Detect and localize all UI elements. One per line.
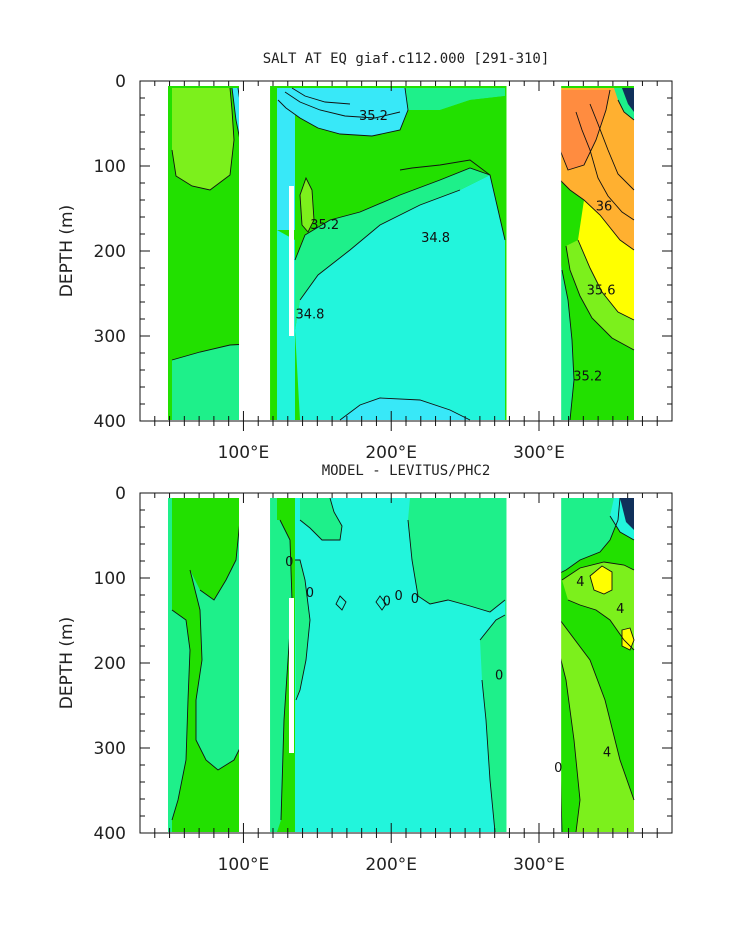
salinity-axes: 100°E 200°E 300°E 0 100 200 300 400 [94,72,672,463]
salinity-land-mask [239,82,271,421]
difference-y-tick-label: 0 [115,484,126,504]
difference-land-mask [506,494,562,833]
difference-x-tick-label: 200°E [365,855,417,875]
salinity-panel: SALT AT EQ giaf.c112.000 [291-310] [57,51,673,463]
salinity-contour-labels: 35.2 35.2 34.8 34.8 36 35.6 35.2 [295,109,615,384]
salinity-field [168,86,635,421]
difference-contour-label: 0 [394,589,402,604]
difference-contour-label: 4 [616,602,624,617]
salinity-y-tick-label: 300 [94,327,126,347]
salinity-contour-label: 35.6 [587,283,616,298]
difference-y-tick-label: 300 [94,739,126,759]
difference-contour-label: 4 [603,746,611,761]
difference-field [168,497,635,833]
salinity-y-tick-label: 100 [94,157,126,177]
difference-land-mask [239,494,271,833]
difference-contour-label: 0 [285,555,293,570]
salinity-y-tick-label: 400 [94,412,126,432]
salinity-contour-label: 34.8 [421,231,450,246]
difference-contour-label: 0 [411,592,419,607]
difference-x-tick-label: 300°E [513,855,565,875]
salinity-contour-label: 35.2 [359,109,388,124]
difference-ylabel: DEPTH (m) [57,617,77,709]
salinity-land-masks [140,82,672,421]
difference-contour-label: 0 [306,586,314,601]
salinity-x-tick-label: 300°E [513,443,565,463]
difference-y-tick-label: 100 [94,569,126,589]
salinity-contour-label: 35.2 [573,369,602,384]
difference-panel: MODEL - LEVITUS/PHC2 [57,463,673,875]
salinity-ylabel: DEPTH (m) [57,205,77,297]
salinity-y-tick-label: 200 [94,242,126,262]
difference-contour-label: 0 [495,668,503,683]
salinity-y-tick-label: 0 [115,72,126,92]
difference-y-tick-label: 200 [94,654,126,674]
salinity-contour-label: 36 [596,199,613,214]
difference-x-tick-label: 100°E [218,855,270,875]
salinity-land-mask [506,82,562,421]
difference-contour-label: 0 [383,594,391,609]
salinity-x-tick-label: 100°E [218,443,270,463]
difference-contour-label: 4 [576,575,584,590]
difference-y-tick-label: 400 [94,824,126,844]
salinity-contour-label: 34.8 [295,307,324,322]
difference-contour-label: 0 [554,761,562,776]
salinity-panel-title: SALT AT EQ giaf.c112.000 [291-310] [263,51,550,67]
salinity-x-tick-label: 200°E [365,443,417,463]
difference-panel-title: MODEL - LEVITUS/PHC2 [322,463,491,479]
salinity-contour-label: 35.2 [310,218,339,233]
